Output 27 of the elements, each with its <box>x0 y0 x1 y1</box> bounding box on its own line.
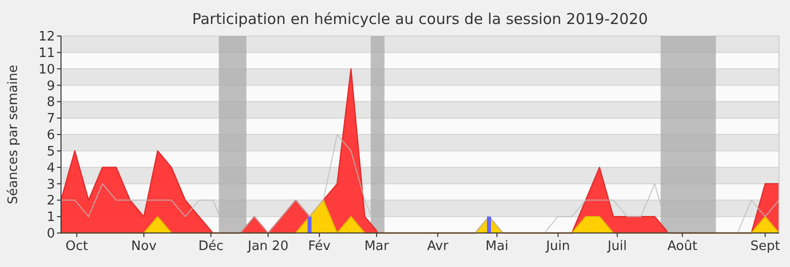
y-tick-label: 10 <box>38 62 55 78</box>
y-tick-label: 12 <box>38 30 55 45</box>
y-tick-label: 2 <box>46 194 55 209</box>
x-tick-label: Avr <box>427 239 449 254</box>
y-tick-label: 4 <box>46 160 55 176</box>
x-tick-label: Jan 20 <box>246 239 288 254</box>
y-tick-label: 9 <box>46 78 55 94</box>
x-tick-label: Mai <box>486 239 508 254</box>
x-tick-label: Sept <box>750 239 780 254</box>
x-tick-label: Déc <box>198 239 224 254</box>
y-tick-label: 0 <box>46 226 55 242</box>
x-tick-label: Oct <box>66 239 88 254</box>
y-tick-label: 8 <box>46 95 55 110</box>
x-tick-label: Fév <box>308 239 331 254</box>
y-tick-label: 1 <box>46 210 55 226</box>
chart-title: Participation en hémicycle au cours de la session 2019-2020 <box>192 10 648 28</box>
y-tick-label: 6 <box>46 128 55 144</box>
x-tick-label: Juin <box>545 239 570 254</box>
y-axis-title: Séances par semaine <box>6 64 21 204</box>
y-tick-label: 5 <box>46 144 55 160</box>
x-tick-label: Nov <box>131 239 157 254</box>
x-tick-label: Juil <box>606 239 627 254</box>
y-tick-label: 11 <box>38 46 55 61</box>
x-tick-label: Mar <box>364 239 390 254</box>
y-tick-label: 3 <box>46 177 55 192</box>
y-tick-label: 7 <box>46 112 55 127</box>
x-tick-label: Août <box>667 239 698 254</box>
